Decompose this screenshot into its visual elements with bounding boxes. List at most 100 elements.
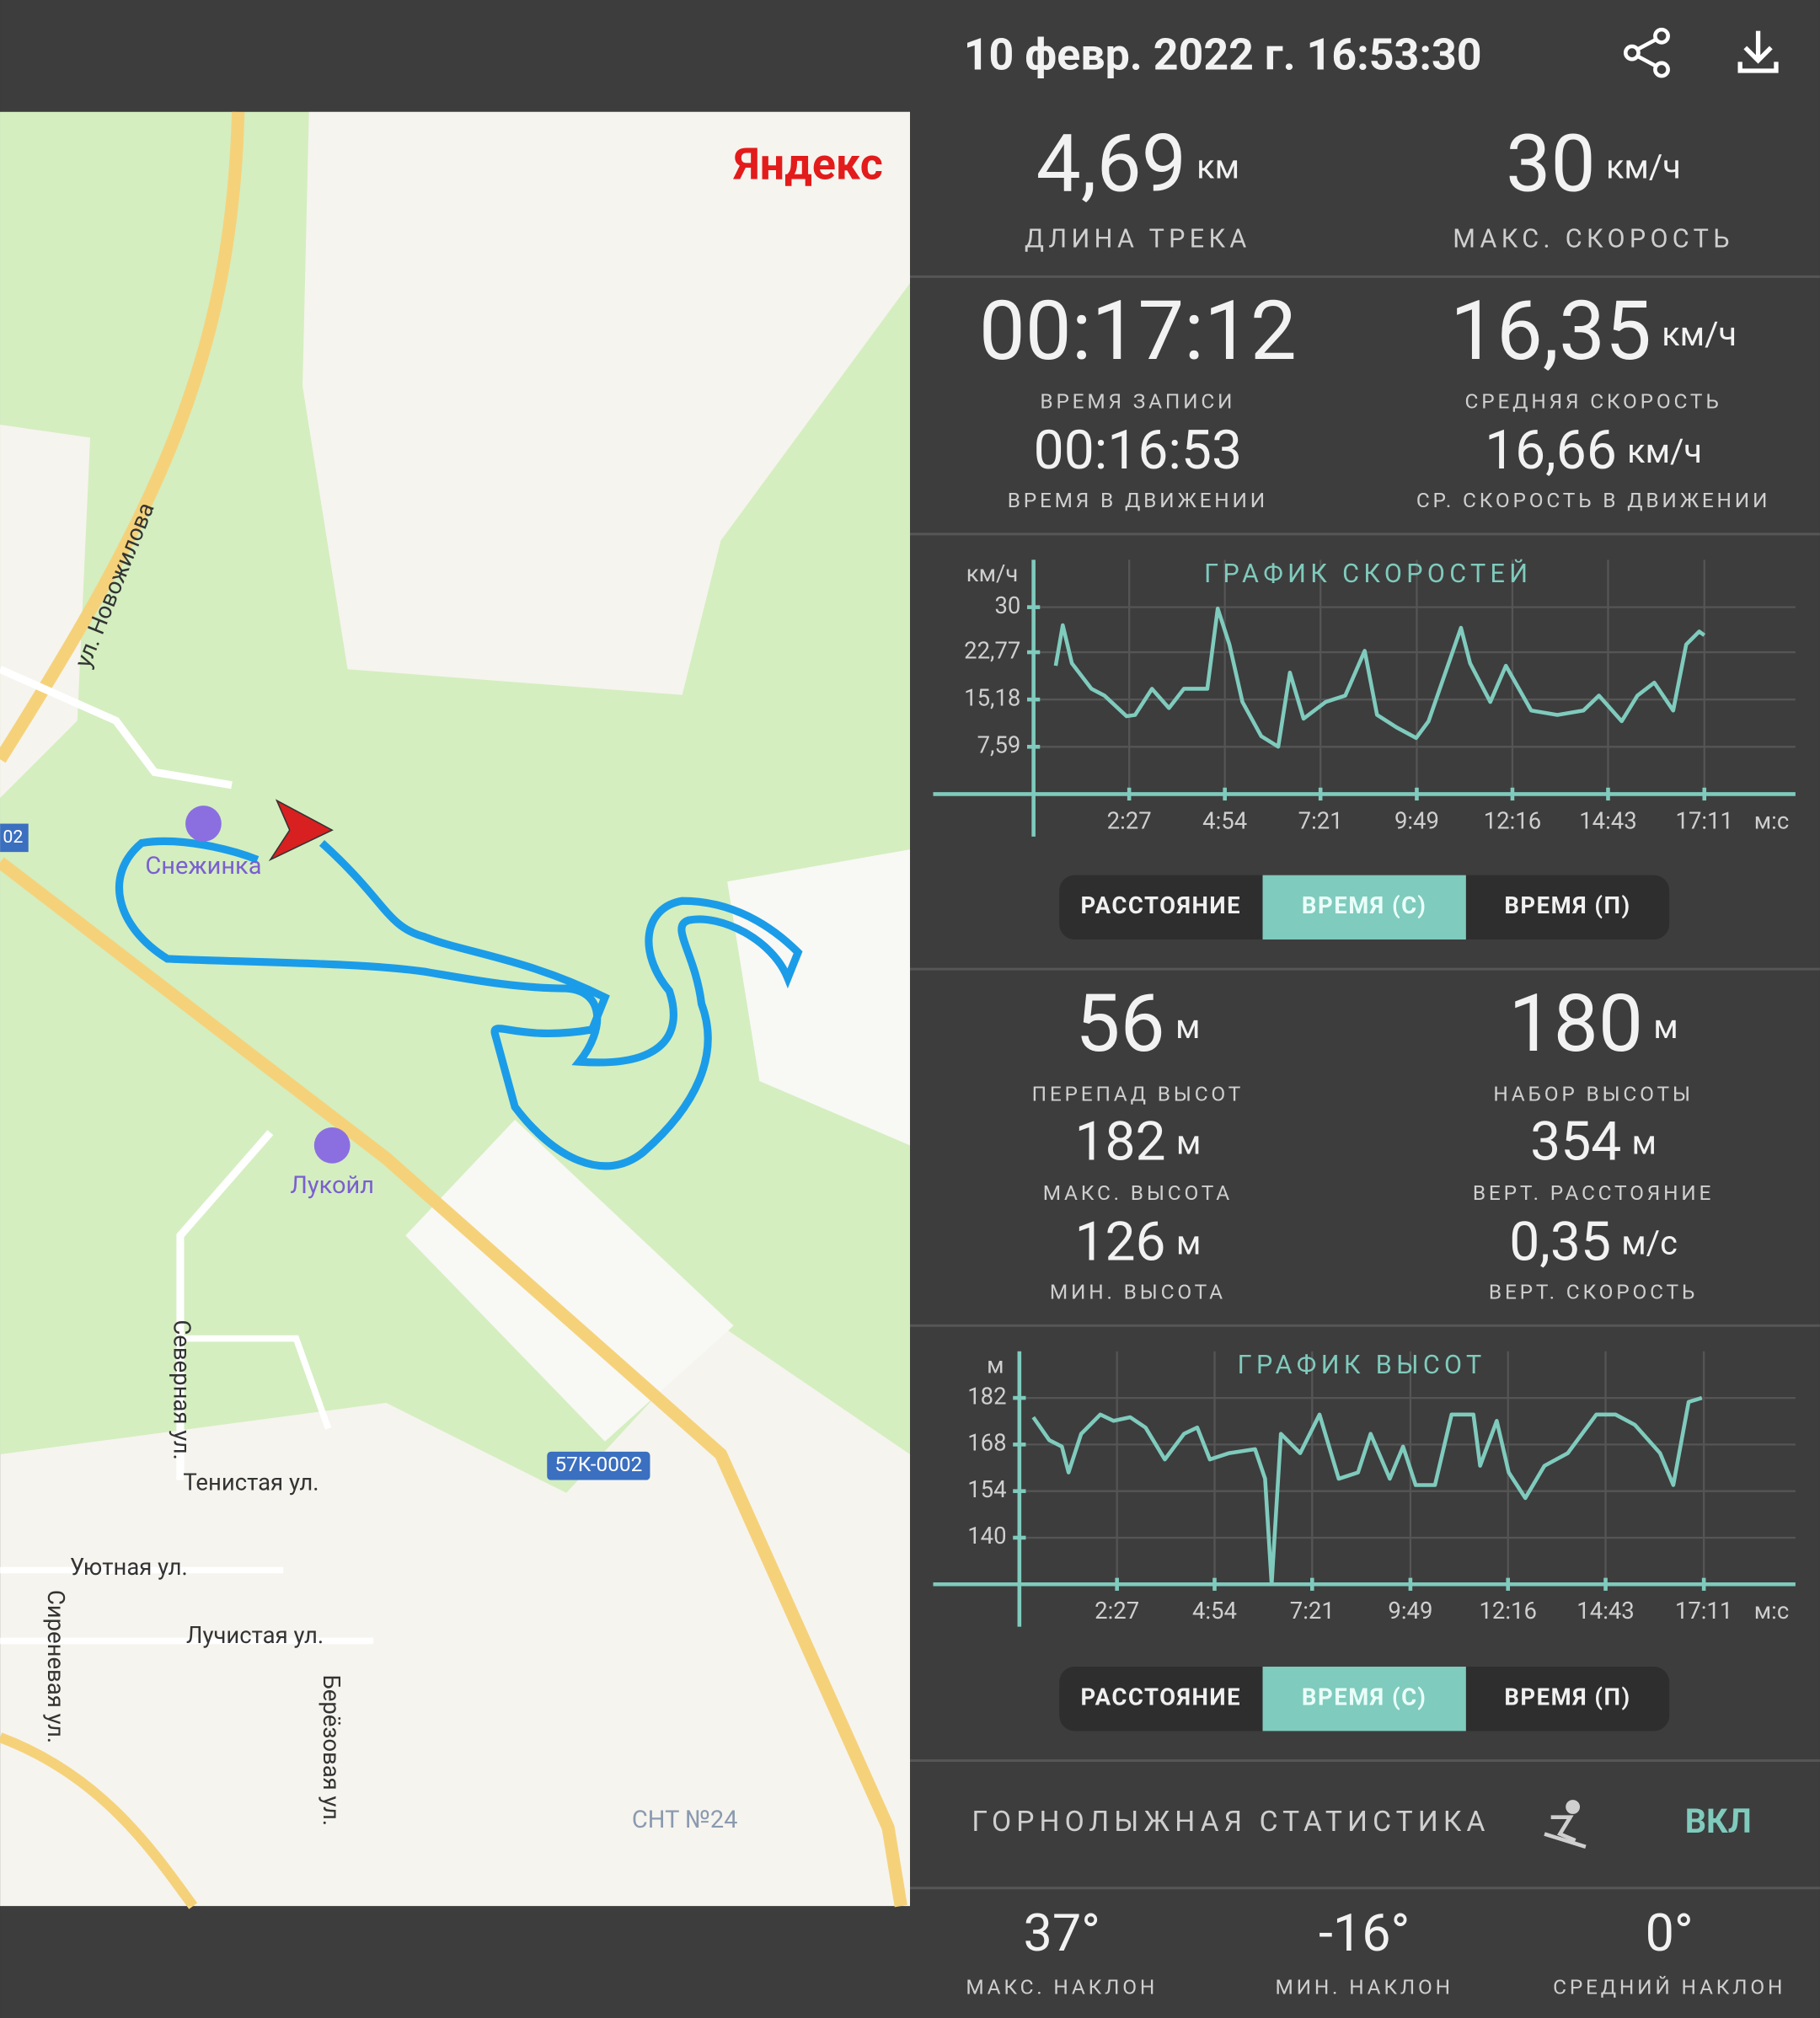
stat-number: 00:16:53 [1034, 418, 1242, 482]
y-tick-label: 154 [967, 1475, 1006, 1503]
stat-number: 16,66 [1485, 418, 1617, 482]
data-line [1031, 1395, 1703, 1587]
x-unit-label: м:с [1754, 806, 1789, 834]
x-tick-label: 4:54 [1192, 1597, 1237, 1625]
toggle-option[interactable]: ВРЕМЯ (П) [1504, 891, 1630, 919]
stat-unit: м [1176, 1123, 1201, 1163]
charts: 2:27 4:54 7:21 9:49 12:16 14:43 17:11 7,59 15,18… [933, 559, 1796, 1732]
stat-number: 180 [1508, 977, 1643, 1071]
toggle-option[interactable]: РАССТОЯНИЕ [1081, 891, 1242, 919]
map-label: Лучистая ул. [186, 1621, 324, 1649]
stat-number: 56 [1075, 977, 1164, 1071]
y-axis-label: км/ч [966, 559, 1019, 587]
position-marker [268, 799, 334, 862]
share-button[interactable] [1623, 27, 1670, 78]
stat-value: 354 м [1530, 1109, 1657, 1173]
stat-unit: м [1176, 1223, 1201, 1263]
y-tick-label: 7,59 [977, 731, 1021, 759]
stat-number: 0,35 [1509, 1209, 1611, 1273]
stat-label: МАКС. СКОРОСТЬ [1453, 225, 1734, 254]
chart-title: ГРАФИК СКОРОСТЕЙ [1204, 559, 1532, 589]
x-tick-label: 7:21 [1298, 806, 1343, 834]
x-tick-label: 4:54 [1202, 806, 1247, 834]
ski-stat-label: МАКС. НАКЛОН [966, 1974, 1158, 1999]
stat-value: 30 км/ч [1506, 118, 1681, 211]
stat-unit: км/ч [1662, 315, 1737, 355]
map-label: СНТ №24 [632, 1806, 738, 1834]
ski-stat-value: 37° [1024, 1903, 1100, 1963]
x-unit-label: м:с [1754, 1597, 1789, 1625]
map-label: Сиреневая ул. [42, 1590, 70, 1743]
x-tick-label: 7:21 [1290, 1597, 1335, 1625]
stat-unit: км/ч [1606, 147, 1681, 187]
x-tick-label: 9:49 [1394, 806, 1439, 834]
stat-value: 4,69 км [1036, 118, 1239, 211]
toggle-option[interactable]: РАССТОЯНИЕ [1081, 1683, 1242, 1710]
stat-label: ВЕРТ. СКОРОСТЬ [1489, 1280, 1698, 1304]
stat-unit: км/ч [1627, 432, 1702, 472]
stat-unit: м [1175, 1007, 1200, 1046]
stat-label: ВРЕМЯ ЗАПИСИ [1040, 389, 1235, 414]
stat-label: МИН. ВЫСОТА [1050, 1280, 1226, 1304]
map-label: Снежинка [145, 852, 261, 881]
map-label: Северная ул. [169, 1319, 196, 1459]
toggle-active [1262, 875, 1466, 940]
x-tick-label: 2:27 [1095, 1597, 1139, 1625]
data-line [1053, 606, 1706, 749]
map-label: 57К-0002 [554, 1452, 642, 1476]
x-tick-label: 9:49 [1388, 1597, 1432, 1625]
toggle-active [1262, 1667, 1466, 1732]
toggle-option[interactable]: ВРЕМЯ (С) [1302, 1683, 1427, 1710]
stat-label: ПЕРЕПАД ВЫСОТ [1032, 1081, 1245, 1105]
download-button[interactable] [1737, 30, 1779, 73]
map-brand: Яндекс [733, 138, 883, 190]
stat-label: НАБОР ВЫСОТЫ [1493, 1081, 1693, 1105]
stat-number: 354 [1530, 1109, 1621, 1173]
stat-label: МАКС. ВЫСОТА [1043, 1180, 1233, 1205]
ski-stat-label: МИН. НАКЛОН [1275, 1974, 1453, 1999]
map-label: Тенистая ул. [183, 1468, 318, 1496]
map-label: 02 [3, 827, 23, 848]
ski-stat-value: -16° [1319, 1903, 1410, 1963]
x-tick-label: 12:16 [1479, 1597, 1536, 1625]
track [115, 837, 803, 1170]
chart-title: ГРАФИК ВЫСОТ [1238, 1351, 1486, 1380]
map-label: Берёзовая ул. [318, 1674, 345, 1826]
x-tick-label: 2:27 [1107, 806, 1152, 834]
map-label: Уютная ул. [70, 1553, 188, 1581]
stat-value: 0,35 м/с [1509, 1209, 1678, 1273]
stat-value: 182 м [1074, 1109, 1201, 1173]
ski-icon [1544, 1800, 1587, 1849]
toggle-option[interactable]: ВРЕМЯ (П) [1504, 1683, 1630, 1710]
x-tick-label: 14:43 [1576, 1597, 1634, 1625]
y-tick-label: 140 [967, 1522, 1006, 1550]
toggle-group[interactable]: РАССТОЯНИЕ ВРЕМЯ (С) ВРЕМЯ (П) [1059, 875, 1670, 940]
stat-unit: м [1653, 1007, 1678, 1046]
stat-number: 4,69 [1036, 118, 1186, 211]
x-tick-label: 17:11 [1675, 1597, 1732, 1625]
stat-number: 182 [1074, 1109, 1165, 1173]
x-tick-label: 14:43 [1579, 806, 1636, 834]
x-tick-label: 12:16 [1484, 806, 1541, 834]
ski-stat-label: СРЕДНИЙ НАКЛОН [1553, 1974, 1785, 1999]
map-label: Лукойл [290, 1171, 374, 1200]
ski-toggle[interactable]: ВКЛ [1685, 1801, 1752, 1841]
stat-unit: м [1632, 1123, 1657, 1163]
stat-number: 30 [1506, 118, 1595, 211]
stats: 4,69 км ДЛИНА ТРЕКА 30 км/ч МАКС. СКОРОСТЬ 00:… [966, 118, 1785, 1999]
stat-label: СРЕДНЯЯ СКОРОСТЬ [1465, 389, 1722, 414]
toggle-option[interactable]: ВРЕМЯ (С) [1302, 891, 1427, 919]
toggle-group[interactable]: РАССТОЯНИЕ ВРЕМЯ (С) ВРЕМЯ (П) [1059, 1667, 1670, 1732]
stat-value: 00:17:12 [979, 282, 1297, 379]
stat-unit: м/с [1621, 1223, 1678, 1263]
map[interactable]: Яндекс ул. Новожилова Снежинка Лукойл Се… [0, 111, 911, 1909]
stat-value: 16,66 км/ч [1485, 418, 1702, 482]
ski-stat-value: 0° [1646, 1903, 1694, 1963]
stat-unit: км [1196, 147, 1239, 187]
separators [910, 275, 1820, 1890]
stat-value: 56 м [1075, 977, 1200, 1071]
ski-label: ГОРНОЛЫЖНАЯ СТАТИСТИКА [972, 1806, 1490, 1839]
stat-number: 16,35 [1450, 282, 1651, 379]
